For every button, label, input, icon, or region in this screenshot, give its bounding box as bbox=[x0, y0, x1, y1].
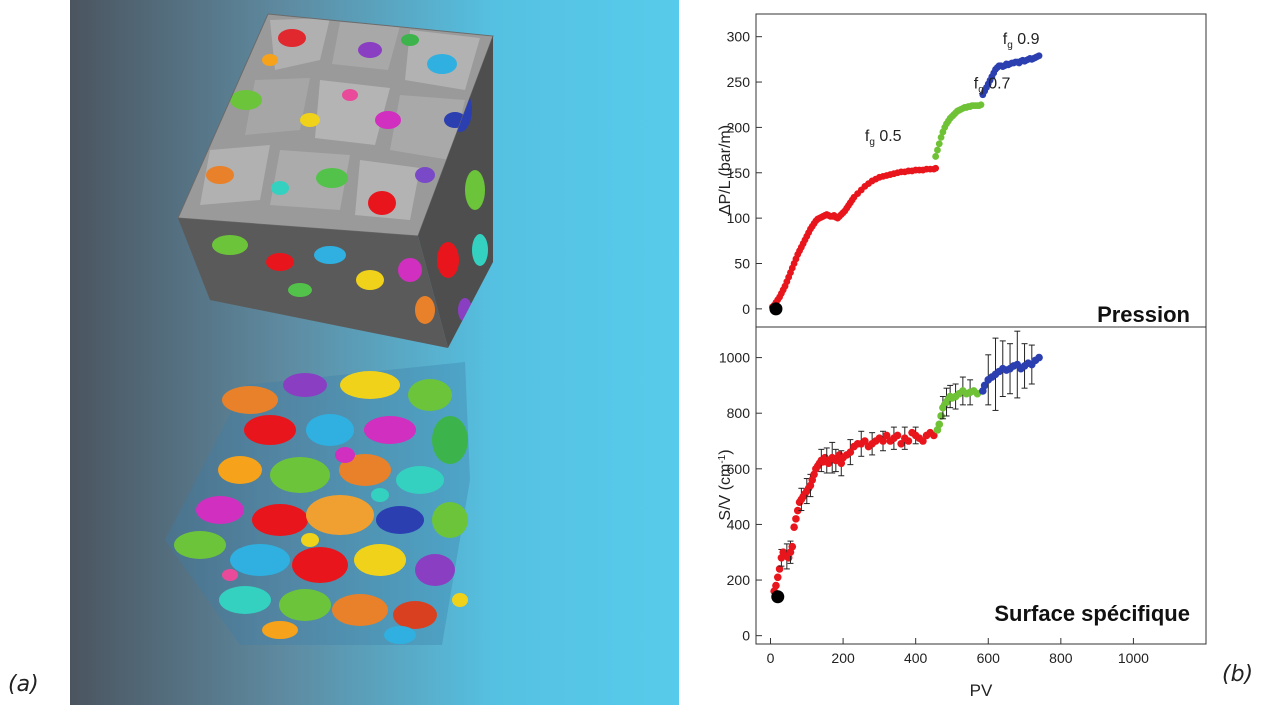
bottom-y-tick-label: 800 bbox=[727, 405, 751, 421]
surface-point bbox=[790, 523, 798, 532]
pressure-point bbox=[1035, 52, 1043, 60]
surface-point bbox=[771, 590, 785, 604]
x-tick-label: 800 bbox=[1049, 650, 1073, 666]
pressure-point bbox=[934, 146, 941, 154]
top-y-axis: 0 50 100 150 200 250 300 bbox=[727, 29, 762, 317]
surface-point bbox=[980, 381, 989, 390]
pressure-point bbox=[935, 140, 943, 148]
bottom-y-axis-label-close: ) bbox=[717, 449, 734, 454]
surface-point bbox=[773, 573, 782, 582]
x-axis: 0 200 400 600 800 1000 bbox=[767, 638, 1149, 666]
surface-point bbox=[897, 439, 905, 448]
bottom-y-tick-label: 600 bbox=[727, 461, 751, 477]
bottom-plot-frame bbox=[755, 326, 1207, 645]
bottom-y-tick-label: 200 bbox=[727, 572, 751, 588]
pore-space-cluster bbox=[165, 362, 470, 645]
bottom-y-axis-label-main: S/V (cm bbox=[717, 464, 734, 521]
x-axis-label: PV bbox=[970, 681, 993, 700]
surface-point bbox=[861, 437, 869, 445]
porous-medium-render bbox=[70, 0, 679, 705]
grain-cube-front-face bbox=[178, 218, 448, 348]
surface-point bbox=[772, 581, 780, 590]
chart-svg: 0 50 100 150 200 250 300 0 200 400 600 800 1000 0 20… bbox=[717, 13, 1207, 700]
pressure-point bbox=[932, 153, 940, 160]
top-plot-frame bbox=[755, 13, 1207, 328]
top-y-tick-label: 0 bbox=[742, 301, 750, 317]
grain-cube-top bbox=[177, 13, 494, 237]
top-y-tick-label: 150 bbox=[727, 165, 751, 181]
x-tick-label: 600 bbox=[977, 650, 1001, 666]
surface-point bbox=[775, 565, 784, 573]
fg-annotation: fg 0.5 bbox=[865, 128, 902, 148]
pressure-point bbox=[932, 164, 940, 172]
x-tick-label: 0 bbox=[767, 650, 775, 666]
pressure-panel-label: Pression bbox=[1097, 302, 1190, 327]
pressure-point bbox=[937, 133, 945, 141]
top-y-tick-label: 250 bbox=[727, 74, 751, 90]
bottom-data-layer bbox=[770, 330, 1043, 604]
bottom-y-tick-label: 1000 bbox=[719, 350, 750, 366]
bottom-y-tick-label: 400 bbox=[727, 516, 751, 532]
surface-point bbox=[788, 542, 797, 551]
x-tick-label: 400 bbox=[904, 650, 928, 666]
pressure-point bbox=[769, 302, 783, 316]
surface-point bbox=[1035, 353, 1043, 362]
surface-point bbox=[879, 437, 887, 445]
top-y-tick-label: 300 bbox=[727, 29, 751, 45]
porous-medium-3d-image bbox=[70, 0, 679, 705]
fg-annotation: fg 0.7 bbox=[974, 75, 1011, 95]
surface-point bbox=[935, 420, 944, 429]
top-data-layer bbox=[768, 52, 1043, 316]
surface-point bbox=[919, 437, 927, 445]
bottom-y-tick-label: 0 bbox=[742, 628, 750, 644]
fg-annotation: fg 0.9 bbox=[1003, 31, 1040, 51]
surface-panel-label: Surface spécifique bbox=[994, 601, 1190, 626]
bottom-y-axis-label-exponent: -1 bbox=[717, 454, 728, 463]
top-y-tick-label: 50 bbox=[734, 255, 750, 271]
top-y-tick-label: 200 bbox=[727, 119, 751, 135]
surface-point bbox=[882, 431, 891, 440]
fg-annotations: fg 0.5 fg 0.7 fg 0.9 bbox=[865, 31, 1040, 148]
bottom-y-axis: 0 200 400 600 800 1000 bbox=[719, 350, 762, 644]
surface-point bbox=[930, 431, 938, 440]
chart-panel: 0 50 100 150 200 250 300 0 200 400 600 800 1000 0 20… bbox=[686, 0, 1216, 705]
surface-point bbox=[793, 506, 802, 515]
surface-point bbox=[893, 431, 902, 440]
surface-point bbox=[792, 515, 800, 523]
panel-label-a: (a) bbox=[8, 672, 39, 697]
surface-point bbox=[846, 448, 855, 456]
bottom-y-axis-label: S/V (cm-1) bbox=[717, 449, 735, 520]
pressure-point bbox=[977, 101, 985, 109]
top-y-axis-label: ΔP/L (bar/m) bbox=[717, 125, 734, 215]
top-y-tick-label: 100 bbox=[727, 210, 751, 226]
panel-label-b: (b) bbox=[1222, 662, 1254, 687]
surface-point bbox=[904, 437, 913, 445]
x-tick-label: 200 bbox=[831, 650, 855, 666]
x-tick-label: 1000 bbox=[1118, 650, 1149, 666]
